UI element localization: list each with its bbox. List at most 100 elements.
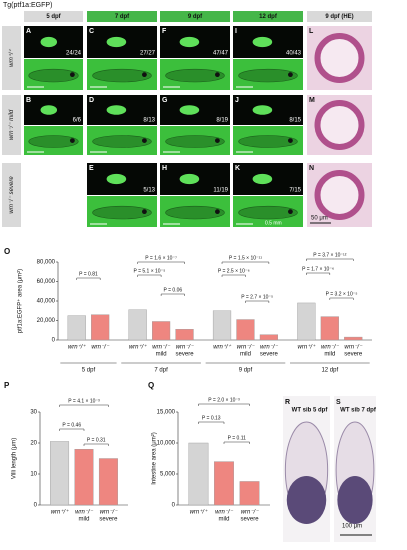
row-label: wrn⁻/⁻ mild — [9, 109, 15, 140]
y-tick-label: 60,000 — [37, 279, 56, 285]
bar — [175, 329, 194, 341]
larva — [28, 135, 79, 148]
x-tick-label: wrn⁺/⁺ — [129, 344, 148, 351]
y-tick-label: 10 — [30, 472, 37, 478]
y-tick-label: 80,000 — [37, 260, 56, 266]
larva-eye — [69, 138, 75, 144]
x-tick-label: wrn⁻/⁻ — [91, 345, 110, 351]
larva — [238, 135, 298, 148]
significance-bracket — [83, 443, 109, 446]
pancreas-signal — [179, 105, 200, 115]
significance-bracket — [137, 261, 185, 264]
panel-letter: P — [4, 381, 10, 390]
embryo-count: 8/19 — [216, 118, 228, 124]
larva — [165, 205, 225, 220]
column-header-box — [307, 11, 372, 22]
row-label-box — [2, 26, 21, 90]
p-value: P = 1.7 × 10⁻⁶ — [302, 266, 334, 272]
embryo-count: 27/27 — [140, 51, 156, 57]
p-value: P = 0.13 — [202, 415, 221, 421]
panel-letter: K — [235, 165, 240, 172]
panel-letter: S — [336, 399, 341, 406]
x-tick-label: wrn⁻/⁻ — [237, 345, 256, 351]
x-tick-label: severe — [344, 352, 363, 358]
x-tick-label: wrn⁻/⁻ — [75, 510, 94, 516]
column-header: 9 dpf — [188, 14, 203, 20]
group-label: 12 dpf — [321, 368, 338, 374]
p-value: P = 0.46 — [62, 422, 81, 428]
larva-eye — [142, 209, 147, 215]
p-value: P = 4.1 × 10⁻³ — [68, 398, 100, 404]
x-tick-label: severe — [99, 517, 118, 523]
x-tick-label: mild — [324, 352, 335, 358]
x-tick-label: wrn⁻/⁻ — [152, 345, 171, 351]
larva-eye — [288, 138, 293, 144]
panel-letter: G — [162, 97, 168, 104]
bar — [188, 442, 209, 506]
larva — [238, 68, 298, 83]
larva — [92, 68, 152, 83]
lower-section — [337, 476, 373, 524]
significance-bracket — [329, 297, 354, 300]
larva-eye — [215, 209, 220, 215]
bar — [212, 310, 232, 341]
x-tick-label: wrn⁺/⁺ — [298, 344, 317, 351]
section-label: WT sib 5 dpf — [292, 408, 329, 414]
bar — [259, 334, 279, 341]
x-tick-label: wrn⁺/⁺ — [51, 509, 70, 516]
panel-letter: A — [26, 28, 31, 35]
pancreas-signal — [106, 36, 127, 48]
p-value: P = 5.1 × 10⁻⁵ — [133, 268, 165, 274]
significance-bracket — [59, 404, 109, 407]
p-value: P = 0.81 — [79, 271, 98, 277]
significance-bracket — [223, 441, 250, 444]
intestine-section — [314, 170, 365, 220]
pancreas-signal — [252, 173, 273, 185]
figure-title: Tg(ptf1a:EGFP) — [3, 2, 52, 9]
larva-eye — [215, 72, 220, 78]
panel-letter: I — [235, 28, 237, 35]
panel-letter: O — [4, 247, 10, 256]
significance-bracket — [59, 428, 85, 431]
row-label: wrn⁺/⁺ — [8, 48, 15, 67]
y-tick-label: 0 — [52, 338, 56, 344]
x-tick-label: severe — [176, 352, 195, 358]
column-header-box — [233, 11, 303, 22]
group-label: 7 dpf — [154, 368, 168, 374]
y-tick-label: 30 — [30, 410, 37, 416]
embryo-count: 7/15 — [289, 188, 301, 194]
x-tick-label: wrn⁺/⁺ — [190, 509, 209, 516]
p-value: P = 0.11 — [228, 435, 247, 441]
panel-letter: D — [89, 97, 94, 104]
embryo-count: 47/47 — [213, 51, 229, 57]
panel-letter: B — [26, 97, 31, 104]
row-label-box — [2, 163, 21, 227]
group-label: 9 dpf — [239, 368, 253, 374]
panel-letter: M — [309, 97, 315, 104]
p-value: P = 2.0 × 10⁻³ — [208, 397, 240, 403]
bar — [74, 449, 94, 506]
column-header: 12 dpf — [259, 14, 278, 20]
embryo-count: 5/13 — [143, 188, 155, 194]
y-tick-label: 40,000 — [37, 299, 56, 305]
p-value: P = 1.5 × 10⁻¹¹ — [229, 255, 262, 261]
y-tick-label: 20,000 — [37, 318, 56, 324]
y-tick-label: 0 — [172, 503, 176, 509]
pancreas-signal — [179, 36, 200, 48]
section-label: WT sib 7 dpf — [340, 408, 377, 414]
bar — [98, 458, 118, 506]
bar — [239, 481, 260, 506]
bar — [151, 321, 171, 341]
panel-letter: H — [162, 165, 167, 172]
bar — [344, 336, 363, 341]
y-tick-label: 15,000 — [157, 410, 176, 416]
scale-label: 0.5 mm — [265, 220, 282, 226]
larva-eye — [288, 209, 293, 215]
panel-letter: E — [89, 165, 94, 172]
p-value: P = 3.2 × 10⁻⁵ — [326, 291, 358, 297]
larva-eye — [69, 72, 75, 78]
p-value: P = 2.5 × 10⁻⁶ — [218, 268, 250, 274]
bar — [67, 315, 86, 341]
larva-eye — [215, 138, 220, 144]
x-tick-label: wrn⁻/⁻ — [241, 510, 260, 516]
